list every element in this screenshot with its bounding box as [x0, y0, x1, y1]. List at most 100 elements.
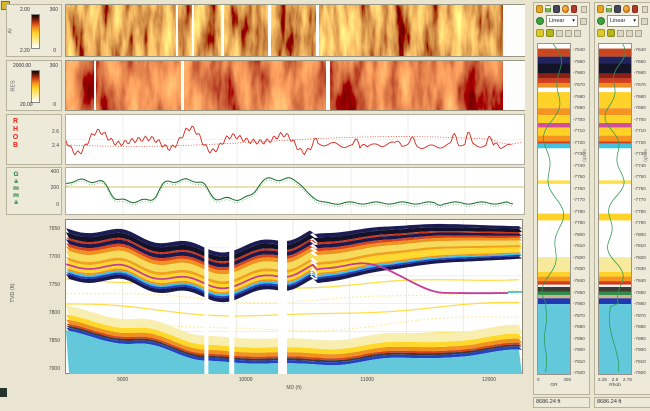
color-scale-bar	[31, 70, 40, 103]
azimuth-min-label: 0	[53, 48, 56, 54]
gr-axis-max: 400	[563, 377, 571, 382]
gr-log-bands	[538, 44, 570, 374]
gr-axis-min: 0	[537, 377, 540, 382]
md-axis-label: MD (ft)	[286, 385, 302, 391]
data-gap	[176, 5, 178, 56]
scroll-button[interactable]	[641, 17, 648, 25]
structural-cross-section[interactable]	[65, 219, 523, 375]
zoom-out-button[interactable]	[565, 29, 572, 37]
depth-ruler: -7640 -7650 -7660 -7670 -7680 -7690 -7700 -7710…	[634, 43, 650, 375]
gamma-tick-0: 0	[56, 202, 59, 209]
colorbar-min-value: 2.20	[20, 48, 30, 54]
depth-tick: -7760	[573, 185, 585, 191]
chevron-down-icon: ▾	[572, 18, 575, 24]
corner-grip	[0, 388, 7, 397]
depth-tick: -7900	[634, 347, 646, 353]
lock-icon[interactable]	[597, 5, 604, 13]
tvd-tick: 7850	[48, 338, 60, 344]
borehole-image-track-1[interactable]	[65, 4, 525, 57]
scale-dropdown[interactable]: Linear ▾	[546, 15, 578, 27]
depth-tick: -7920	[573, 370, 585, 376]
depth-tick: -7890	[634, 335, 646, 341]
rhob-axis-mid: 2.5	[611, 377, 619, 382]
histogram-icon[interactable]	[605, 5, 613, 13]
histogram-icon[interactable]	[544, 5, 552, 13]
lock-icon[interactable]	[536, 5, 543, 13]
depth-tick: -7910	[573, 358, 585, 364]
depth-tick: -7720	[634, 139, 646, 145]
palette-icon[interactable]	[607, 29, 615, 37]
log-panel-rhob: Linear ▾ -7640 -7650 -7660 -7670 -7680 -7690-…	[594, 2, 650, 395]
scroll-button[interactable]	[642, 5, 648, 13]
rhob-axis-ticks: 2.25 2.5 2.75	[598, 377, 632, 382]
depth-tick: -7650	[573, 58, 585, 64]
scroll-button[interactable]	[580, 17, 587, 25]
folder-icon[interactable]	[536, 29, 544, 37]
depth-tick: -7900	[573, 347, 585, 353]
reset-button[interactable]	[635, 29, 642, 37]
depth-tick: -7840	[573, 277, 585, 283]
data-gap	[326, 61, 330, 110]
refresh-icon[interactable]	[536, 17, 544, 25]
layers-icon[interactable]	[614, 5, 621, 13]
depth-tick: -7720	[573, 139, 585, 145]
depth-tick: -7650	[634, 58, 646, 64]
depth-tick: -7910	[634, 358, 646, 364]
depth-tick: -7780	[634, 208, 646, 214]
borehole-image-track-2[interactable]	[65, 60, 525, 111]
reset-button[interactable]	[574, 29, 581, 37]
depth-tick: -7640	[573, 47, 585, 53]
data-gap	[221, 5, 224, 56]
folder-icon[interactable]	[597, 29, 605, 37]
panel-toolbar-row-3	[534, 27, 589, 39]
zoom-out-button[interactable]	[626, 29, 633, 37]
sphere-icon[interactable]	[622, 5, 630, 13]
data-gap	[181, 61, 184, 110]
tag-icon[interactable]	[570, 5, 578, 13]
data-gap	[503, 61, 525, 110]
sphere-icon[interactable]	[561, 5, 569, 13]
rhob-axis-label: Rhob	[609, 383, 621, 388]
palette-icon[interactable]	[546, 29, 554, 37]
rhob-tick-lower: 2.4	[52, 143, 59, 150]
depth-tick: -7880	[634, 324, 646, 330]
rhob-log-plot[interactable]	[598, 43, 632, 375]
depth-tick: -7700	[634, 116, 646, 122]
gamma-curve-plot	[66, 168, 524, 214]
depth-tick: -7730	[573, 151, 585, 157]
depth-tick: -7640	[634, 47, 646, 53]
panel-toolbar-row-2: Linear ▾	[595, 15, 650, 27]
depth-tick: -7850	[573, 289, 585, 295]
azimuth-max-label: 360	[49, 7, 58, 13]
md-tick: 12000	[482, 377, 496, 383]
scroll-button[interactable]	[581, 5, 587, 13]
depth-status-bar: 8686.24 ft	[594, 397, 650, 408]
depth-tick: -7860	[573, 301, 585, 307]
tvd-tick: 7900	[48, 366, 60, 372]
refresh-icon[interactable]	[597, 17, 605, 25]
scale-dropdown[interactable]: Linear ▾	[607, 15, 639, 27]
rhob-curve-track[interactable]	[65, 114, 525, 165]
gamma-curve-track[interactable]	[65, 167, 525, 215]
tag-icon[interactable]	[631, 5, 639, 13]
colorbar-max-value: 2000.00	[13, 63, 32, 69]
depth-tick: -7690	[634, 105, 646, 111]
depth-tick: -7890	[573, 335, 585, 341]
gr-log-plot[interactable]	[537, 43, 571, 375]
depth-tick: -7770	[573, 197, 585, 203]
depth-tick: -7840	[634, 277, 646, 283]
cross-section-panel: TVD (ft) 7650 7700 7750 7800 7850 7900 9000 10…	[6, 218, 525, 395]
layers-icon[interactable]	[553, 5, 560, 13]
depth-tick: -7740	[634, 162, 646, 168]
depth-ruler: -7640 -7650 -7660 -7670 -7680 -7690 -7700 -7710…	[573, 43, 590, 375]
zoom-in-button[interactable]	[556, 29, 563, 37]
zoom-in-button[interactable]	[617, 29, 624, 37]
image-texture-2	[66, 61, 524, 110]
azimuth-min-label: 0	[53, 102, 56, 108]
md-tick: 11000	[360, 377, 374, 383]
depth-tick: -7810	[573, 243, 585, 249]
data-gap	[268, 5, 271, 56]
depth-tick: -7850	[634, 289, 646, 295]
colorbar-vertical-label: AI	[7, 27, 14, 34]
